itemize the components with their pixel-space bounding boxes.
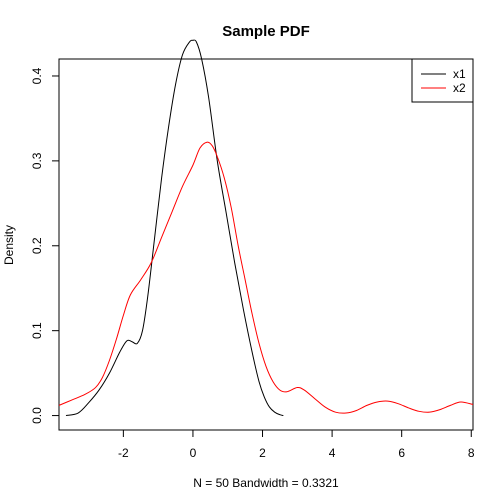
x-tick-label: 2 xyxy=(259,446,266,460)
y-tick-label: 0.1 xyxy=(30,322,44,339)
legend-box xyxy=(411,58,474,103)
series-line-x1 xyxy=(65,39,284,417)
y-axis: 0.0 0.1 0.2 0.3 0.4 xyxy=(30,67,59,424)
plot-frame xyxy=(58,58,474,431)
y-axis-label: Density xyxy=(2,225,16,265)
y-tick-label: 0.2 xyxy=(30,237,44,254)
chart-title: Sample PDF xyxy=(222,23,310,40)
x-tick-label: 4 xyxy=(329,446,336,460)
series-line-x2 xyxy=(58,141,474,414)
y-tick-label: 0.4 xyxy=(30,67,44,84)
x-tick-label: 8 xyxy=(468,446,475,460)
legend-label-x1: x1 xyxy=(453,67,466,81)
x-tick-label: 6 xyxy=(398,446,405,460)
series-layer xyxy=(58,39,474,417)
x-axis: -2 0 2 4 6 8 xyxy=(118,430,475,460)
x-tick-label: 0 xyxy=(190,446,197,460)
legend-label-x2: x2 xyxy=(453,81,466,95)
legend: x1 x2 xyxy=(411,58,474,103)
y-tick-label: 0.0 xyxy=(30,407,44,424)
x-axis-label: N = 50 Bandwidth = 0.3321 xyxy=(193,476,339,490)
y-tick-label: 0.3 xyxy=(30,152,44,169)
x-tick-label: -2 xyxy=(118,446,129,460)
